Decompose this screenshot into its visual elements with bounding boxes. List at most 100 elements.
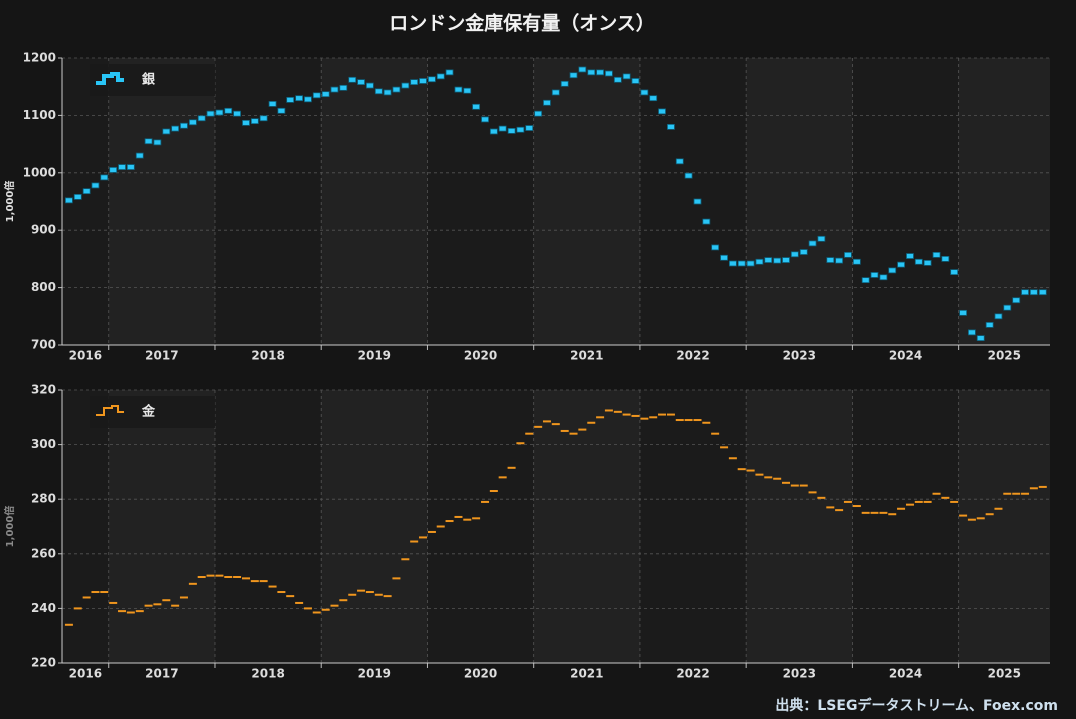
data-point: [879, 274, 888, 281]
year-band: [321, 390, 428, 663]
y-tick-label: 300: [31, 437, 56, 451]
data-point: [339, 599, 348, 602]
y-axis-label: 1,000倍: [3, 506, 16, 548]
data-point: [100, 174, 109, 181]
data-point: [224, 576, 233, 579]
data-point: [445, 520, 454, 523]
data-point: [773, 257, 782, 264]
data-point: [702, 218, 711, 225]
data-point: [923, 260, 932, 266]
x-tick-label: 2024: [889, 667, 922, 681]
data-point: [711, 432, 720, 435]
data-point: [268, 101, 277, 107]
data-point: [640, 417, 649, 420]
data-point: [215, 109, 224, 116]
data-point: [684, 419, 693, 422]
data-point: [242, 577, 251, 580]
data-point: [286, 595, 295, 598]
data-point: [605, 70, 613, 77]
data-point: [498, 476, 507, 479]
data-point: [870, 511, 879, 514]
series: [64, 409, 1047, 626]
data-point: [755, 473, 764, 476]
data-point: [516, 442, 525, 445]
data-point: [1029, 289, 1038, 296]
legend-icon: [96, 72, 124, 85]
data-point: [277, 591, 286, 594]
data-point: [826, 257, 835, 263]
data-point: [675, 419, 684, 422]
data-point: [905, 503, 914, 506]
data-point: [126, 611, 135, 614]
data-point: [481, 500, 490, 503]
data-point: [923, 500, 932, 503]
data-point: [188, 582, 197, 585]
data-point: [950, 500, 959, 503]
data-point: [693, 198, 702, 205]
data-point: [1003, 492, 1012, 495]
x-tick-label: 2021: [570, 349, 603, 363]
data-point: [303, 607, 312, 610]
data-point: [153, 139, 162, 146]
data-point: [82, 188, 91, 195]
data-point: [73, 194, 82, 200]
data-point: [162, 128, 171, 135]
data-point: [321, 91, 330, 98]
data-point: [401, 558, 410, 561]
data-point: [1003, 304, 1012, 311]
chart-title: ロンドン金庫保有量（オンス）: [389, 12, 655, 35]
data-point: [666, 413, 675, 416]
data-point: [82, 596, 91, 599]
year-band: [108, 58, 215, 345]
legend-label: 銀: [142, 72, 155, 88]
series: [65, 66, 1047, 342]
data-point: [357, 589, 366, 592]
data-point: [215, 574, 224, 577]
data-point: [179, 596, 188, 599]
data-point: [224, 107, 233, 114]
data-point: [737, 260, 746, 267]
data-point: [675, 158, 684, 165]
data-point: [144, 604, 153, 607]
data-point: [365, 591, 374, 594]
data-point: [587, 421, 596, 424]
data-point: [410, 79, 419, 86]
data-point: [259, 580, 268, 583]
y-axis-label: 1,000倍: [3, 181, 16, 223]
y-tick-label: 700: [31, 338, 56, 352]
data-point: [428, 76, 436, 83]
data-point: [994, 313, 1003, 320]
data-point: [551, 89, 560, 96]
data-point: [658, 413, 667, 416]
data-point: [959, 309, 967, 316]
data-point: [959, 514, 968, 517]
x-tick-label: 2022: [676, 667, 709, 681]
data-point: [171, 604, 180, 607]
data-point: [419, 78, 427, 84]
data-point: [835, 509, 844, 512]
data-point: [1029, 487, 1038, 490]
data-point: [613, 410, 622, 413]
data-point: [109, 167, 118, 173]
data-point: [295, 95, 304, 102]
data-point: [604, 409, 613, 412]
data-point: [418, 536, 427, 539]
data-point: [410, 540, 419, 543]
data-point: [782, 481, 791, 484]
data-point: [985, 513, 994, 516]
data-point: [91, 591, 100, 594]
data-point: [542, 420, 551, 423]
data-point: [392, 86, 401, 93]
data-point: [295, 601, 304, 604]
data-point: [1021, 289, 1029, 296]
data-point: [463, 87, 472, 94]
data-point: [489, 128, 498, 135]
data-point: [631, 78, 640, 84]
data-point: [790, 251, 799, 258]
data-point: [100, 591, 109, 594]
data-point: [587, 69, 596, 76]
legend-icon: [96, 405, 124, 416]
data-point: [870, 272, 879, 278]
data-point: [250, 580, 259, 583]
data-point: [516, 126, 525, 133]
